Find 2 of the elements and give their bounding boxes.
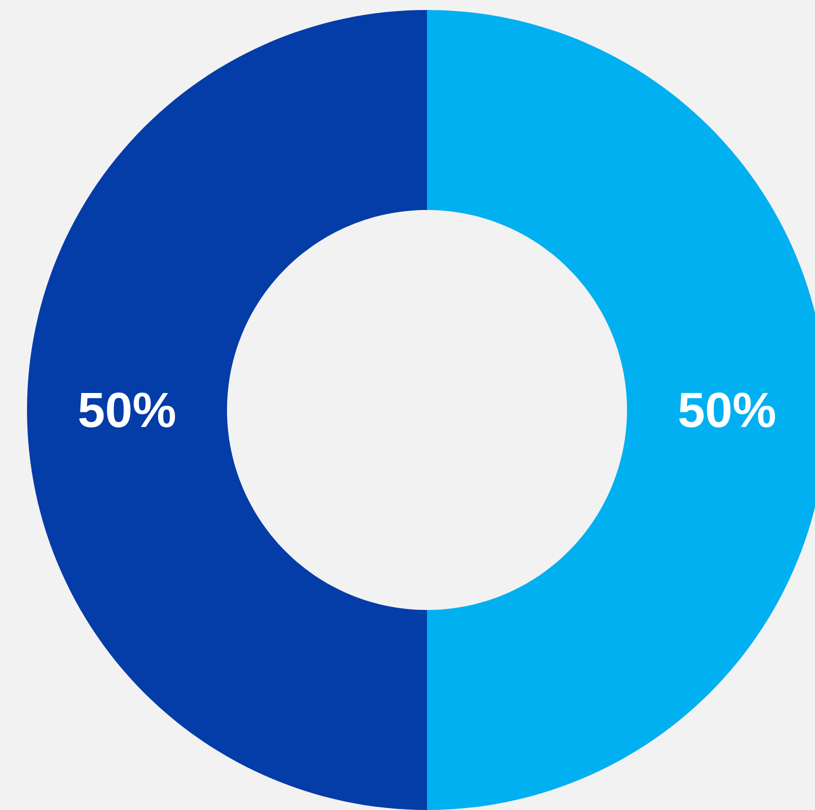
data-label: 50% — [679, 392, 776, 428]
data-label: 50% — [79, 392, 176, 428]
